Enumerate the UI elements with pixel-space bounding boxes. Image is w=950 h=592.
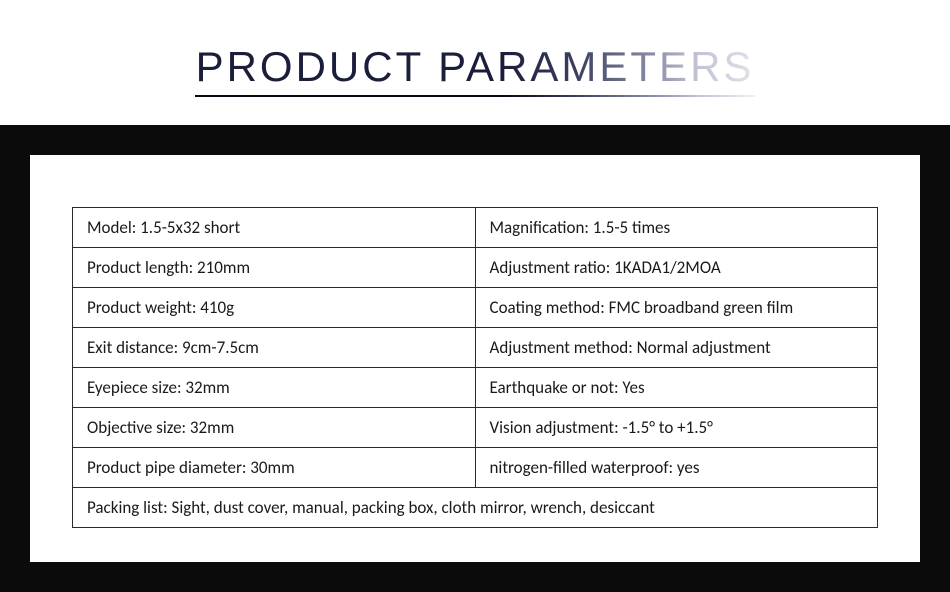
content-band: Model: 1.5-5x32 short Magnification: 1.5… <box>0 125 950 592</box>
table-row: Packing list: Sight, dust cover, manual,… <box>73 488 878 528</box>
param-cell-full: Packing list: Sight, dust cover, manual,… <box>73 488 878 528</box>
param-cell: Earthquake or not: Yes <box>475 368 878 408</box>
param-cell: Product pipe diameter: 30mm <box>73 448 476 488</box>
table-row: Product length: 210mm Adjustment ratio: … <box>73 248 878 288</box>
content-card: Model: 1.5-5x32 short Magnification: 1.5… <box>30 155 920 562</box>
table-row: Product weight: 410g Coating method: FMC… <box>73 288 878 328</box>
table-row: Eyepiece size: 32mm Earthquake or not: Y… <box>73 368 878 408</box>
param-cell: Adjustment method: Normal adjustment <box>475 328 878 368</box>
parameters-table: Model: 1.5-5x32 short Magnification: 1.5… <box>72 207 878 528</box>
param-cell: Product weight: 410g <box>73 288 476 328</box>
param-cell: Magnification: 1.5-5 times <box>475 208 878 248</box>
param-cell: nitrogen-filled waterproof: yes <box>475 448 878 488</box>
header-region: PRODUCT PARAMETERS <box>0 0 950 125</box>
table-row: Objective size: 32mm Vision adjustment: … <box>73 408 878 448</box>
param-cell: Coating method: FMC broadband green film <box>475 288 878 328</box>
table-row: Exit distance: 9cm-7.5cm Adjustment meth… <box>73 328 878 368</box>
title-underline <box>195 95 755 97</box>
param-cell: Eyepiece size: 32mm <box>73 368 476 408</box>
param-cell: Exit distance: 9cm-7.5cm <box>73 328 476 368</box>
param-cell: Adjustment ratio: 1KADA1/2MOA <box>475 248 878 288</box>
param-cell: Model: 1.5-5x32 short <box>73 208 476 248</box>
table-row: Model: 1.5-5x32 short Magnification: 1.5… <box>73 208 878 248</box>
param-cell: Product length: 210mm <box>73 248 476 288</box>
param-cell: Vision adjustment: -1.5° to +1.5° <box>475 408 878 448</box>
param-cell: Objective size: 32mm <box>73 408 476 448</box>
table-row: Product pipe diameter: 30mm nitrogen-fil… <box>73 448 878 488</box>
page-title: PRODUCT PARAMETERS <box>196 43 755 91</box>
